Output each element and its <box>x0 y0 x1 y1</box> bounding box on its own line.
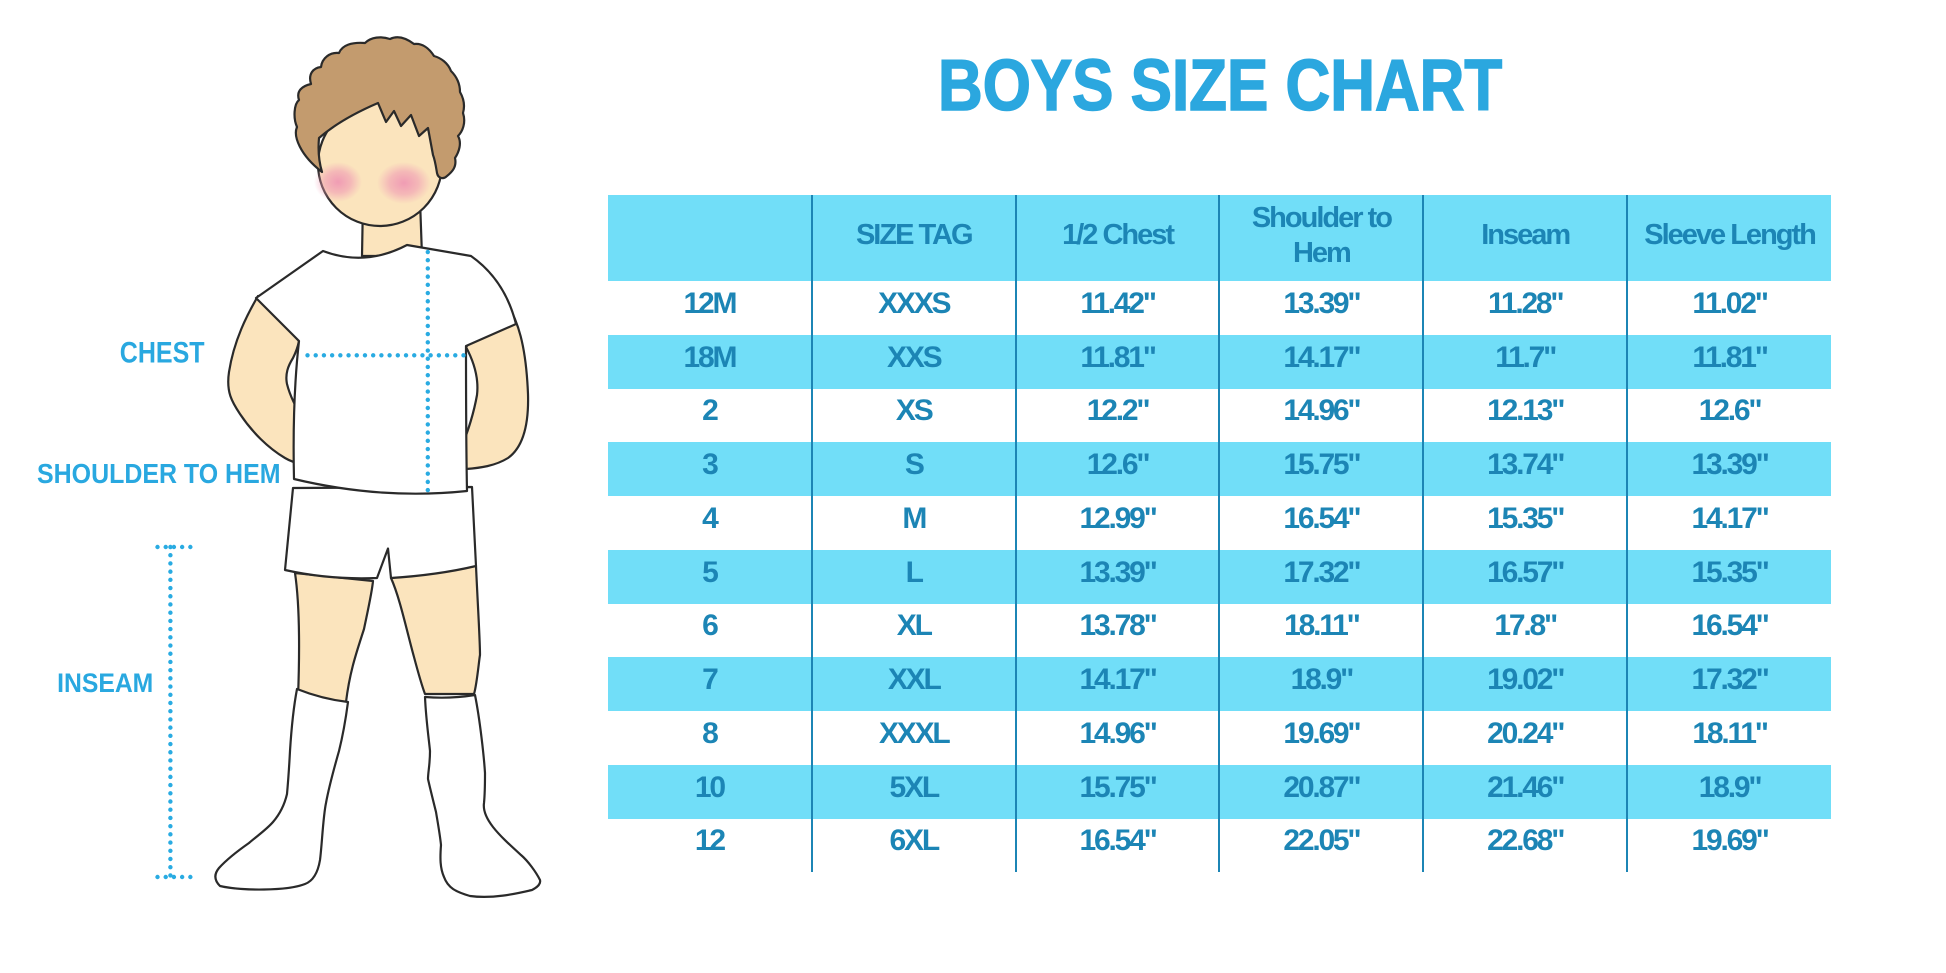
svg-text:CHEST: CHEST <box>120 336 205 369</box>
svg-text:INSEAM: INSEAM <box>57 668 153 698</box>
svg-text:SHOULDER TO HEM: SHOULDER TO HEM <box>37 458 281 489</box>
